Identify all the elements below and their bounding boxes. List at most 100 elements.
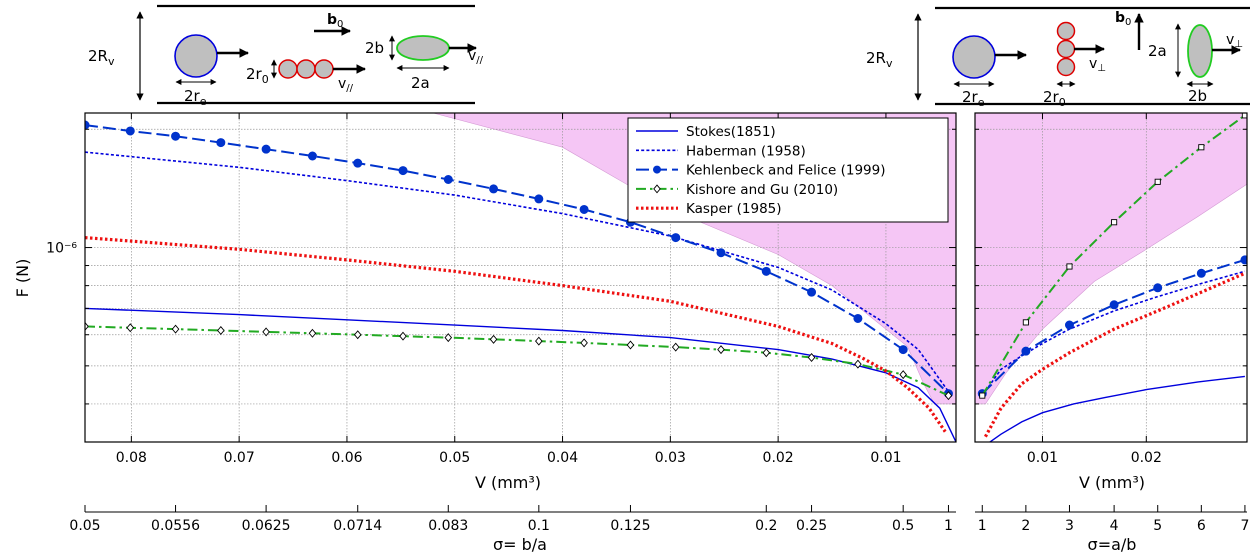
data-point — [398, 166, 408, 176]
chain-velocity-label: v⊥ — [1089, 56, 1106, 74]
data-point — [671, 342, 680, 352]
sphere-diameter-label: 2re — [962, 88, 985, 109]
data-point — [1240, 255, 1247, 265]
ellipsoid-major-label: 2a — [1148, 42, 1167, 60]
y-tick-label: 10⁻⁶ — [46, 241, 77, 257]
right-shaded-region — [975, 113, 1247, 405]
sigma-tick-label: 1 — [978, 518, 987, 534]
data-point — [854, 359, 862, 369]
chain-bead-3 — [314, 59, 334, 79]
data-point — [1021, 346, 1031, 356]
sigma-tick-label: 4 — [1110, 518, 1119, 534]
chain-bead-3 — [1056, 57, 1076, 77]
x-tick-label: 0.08 — [116, 450, 147, 466]
left-ticks: 10⁻⁶ 0.08 0.07 0.06 0.05 0.04 0.03 0.02 0.01 — [46, 113, 956, 466]
right-x-axis-label: V (mm³) — [1079, 473, 1145, 492]
oblate-ellipsoid — [1187, 24, 1213, 78]
legend-label: Kishore and Gu (2010) — [686, 182, 838, 198]
data-point — [807, 287, 817, 297]
data-point — [761, 266, 771, 276]
sigma-tick-label: 3 — [1065, 518, 1074, 534]
sigma-tick-label: 0.25 — [796, 518, 827, 534]
data-point — [308, 328, 317, 338]
ellipsoid-major-label: 2a — [411, 74, 430, 92]
sigma-tick-label: 0.05 — [69, 518, 100, 534]
data-point — [353, 330, 362, 340]
data-point — [1022, 319, 1029, 326]
series-line — [85, 124, 950, 395]
data-point — [443, 175, 453, 185]
data-point — [171, 324, 180, 334]
data-point — [216, 138, 226, 148]
data-point — [85, 120, 90, 130]
left-x-axis-label: V (mm³) — [475, 473, 541, 492]
field-label: b0 — [327, 12, 343, 30]
chain-bead-1 — [1056, 21, 1076, 41]
ellipsoid-minor-label: 2b — [365, 39, 384, 57]
channel-diameter-label: 2Rv — [866, 49, 893, 70]
left-series — [85, 120, 956, 442]
schematic-left: 2Rv 2re 2r0 v// b0 2b 2a v// — [88, 4, 484, 108]
data-point — [898, 345, 908, 355]
bead-diameter-label: 2r0 — [1043, 88, 1066, 109]
data-point — [1064, 320, 1074, 330]
data-point — [171, 131, 181, 141]
right-series — [977, 113, 1247, 442]
series-line — [85, 307, 956, 442]
series-line — [983, 271, 1246, 438]
data-point — [899, 370, 907, 380]
x-tick-label: 0.04 — [547, 450, 578, 466]
legend-marker — [653, 184, 661, 194]
right-plot-frame — [974, 112, 1248, 443]
data-point — [807, 353, 816, 363]
x-tick-label: 0.02 — [763, 450, 794, 466]
data-point — [535, 336, 543, 346]
ellipsoid-velocity-label: v⊥ — [1226, 32, 1243, 50]
data-point — [444, 333, 453, 343]
data-point — [1153, 283, 1163, 293]
sigma-tick-label: 0.0714 — [333, 518, 382, 534]
legend-label: Haberman (1958) — [686, 143, 806, 159]
sigma-tick-label: 0.083 — [428, 518, 468, 534]
prolate-ellipsoid — [396, 35, 450, 61]
data-point — [716, 248, 726, 258]
data-point — [580, 338, 588, 348]
ellipsoid-minor-label: 2b — [1188, 87, 1207, 105]
y-axis-label: F (N) — [13, 259, 32, 298]
data-point — [1066, 263, 1073, 270]
data-point — [671, 233, 681, 243]
data-point — [979, 392, 986, 399]
sigma-tick-label: 0.125 — [610, 518, 650, 534]
chain-bead-1 — [278, 59, 298, 79]
sphere — [174, 34, 218, 78]
data-point — [126, 323, 135, 333]
data-point — [261, 144, 271, 154]
x-tick-label: 0.01 — [1027, 450, 1058, 466]
series-line — [988, 375, 1245, 442]
right-sigma-axis-label: σ=a/b — [1088, 535, 1137, 554]
sphere — [952, 35, 996, 79]
x-tick-label: 0.05 — [439, 450, 470, 466]
chain-velocity-label: v// — [338, 76, 354, 94]
series-line — [85, 325, 949, 397]
legend-label: Stokes(1851) — [686, 124, 776, 140]
data-point — [85, 321, 89, 331]
legend: Stokes(1851) Haberman (1958) Kehlenbeck an… — [627, 117, 949, 223]
chain-bead-2 — [1056, 39, 1076, 59]
data-point — [262, 327, 270, 337]
data-point — [717, 345, 725, 355]
sigma-tick-label: 0.0625 — [242, 518, 291, 534]
sigma-tick-label: 0.0556 — [151, 518, 200, 534]
left-sigma-axis-label: σ= b/a — [493, 535, 547, 554]
schematic-right: 2Rv 2re 2r0 v⊥ b0 2a v⊥ 2b — [866, 6, 1250, 109]
data-point — [944, 391, 953, 401]
shaded-region — [975, 113, 1247, 405]
series-line — [85, 151, 950, 393]
ellipsoid-velocity-label: v// — [468, 48, 484, 66]
sigma-tick-label: 7 — [1240, 518, 1249, 534]
data-point — [1196, 268, 1206, 278]
sigma-tick-label: 0.2 — [755, 518, 777, 534]
chain-bead-2 — [296, 59, 316, 79]
channel-diameter-label: 2Rv — [88, 47, 115, 68]
